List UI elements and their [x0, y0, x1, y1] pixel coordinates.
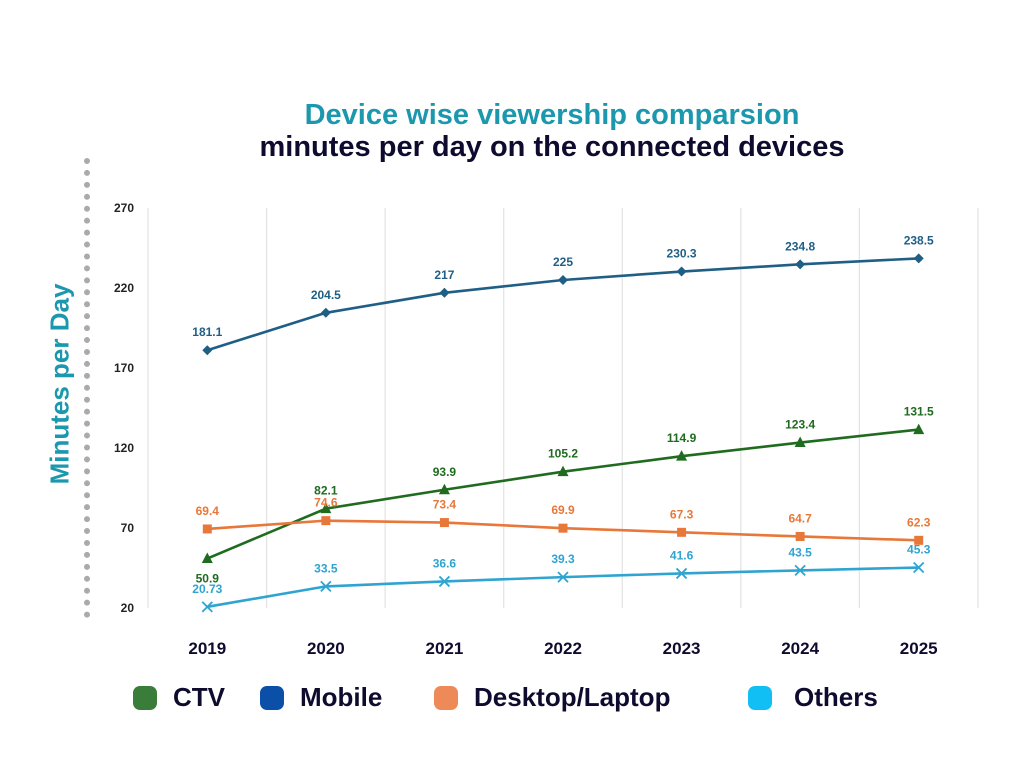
data-label-ctv: 114.9	[667, 431, 697, 445]
data-label-others: 20.73	[192, 582, 222, 596]
legend-label-mobile: Mobile	[300, 682, 383, 712]
data-point-mobile	[439, 287, 450, 298]
data-label-others: 43.5	[788, 545, 812, 559]
y-tick-label: 20	[121, 601, 135, 615]
legend-item-desktop-laptop: Desktop/Laptop	[434, 682, 670, 713]
data-label-mobile: 234.8	[785, 239, 815, 253]
legend-label-others: Others	[794, 682, 878, 712]
data-label-others: 41.6	[670, 548, 694, 562]
data-label-mobile: 204.5	[311, 288, 341, 302]
data-point-mobile	[913, 253, 924, 264]
data-label-desktop-laptop: 69.4	[196, 504, 220, 518]
y-tick-label: 220	[114, 281, 134, 295]
x-tick-label: 2022	[544, 639, 582, 658]
chart-subtitle: minutes per day on the connected devices	[259, 131, 845, 163]
legend-swatch-desktop-laptop	[434, 685, 458, 710]
x-tick-label: 2025	[900, 639, 938, 658]
legend: CTV Mobile Desktop/Laptop Others	[0, 682, 1024, 718]
data-label-ctv: 105.2	[548, 447, 578, 461]
legend-item-others: Others	[748, 682, 878, 713]
x-tick-label: 2021	[426, 639, 464, 658]
data-label-ctv: 123.4	[785, 418, 815, 432]
data-point-desktop-laptop	[677, 527, 687, 537]
data-label-mobile: 217	[434, 268, 454, 282]
data-label-others: 45.3	[907, 543, 931, 557]
x-tick-label: 2019	[188, 639, 226, 658]
data-point-mobile	[202, 345, 213, 356]
data-point-mobile	[558, 275, 568, 285]
data-label-others: 39.3	[551, 552, 575, 566]
data-label-desktop-laptop: 73.4	[433, 498, 457, 512]
data-label-mobile: 230.3	[667, 247, 697, 261]
y-axis-decoration	[84, 158, 90, 618]
data-point-ctv	[320, 502, 332, 514]
y-tick-label: 170	[114, 361, 134, 375]
x-tick-label: 2023	[663, 639, 701, 658]
data-point-desktop-laptop	[558, 523, 568, 533]
data-label-ctv: 82.1	[314, 484, 338, 498]
data-point-ctv	[913, 423, 925, 435]
data-point-mobile	[676, 266, 687, 277]
legend-item-mobile: Mobile	[260, 682, 382, 713]
data-label-ctv: 131.5	[904, 405, 934, 419]
legend-swatch-others	[748, 685, 772, 710]
legend-swatch-ctv	[133, 685, 157, 710]
data-label-ctv: 93.9	[433, 465, 457, 479]
x-tick-label: 2024	[781, 639, 819, 658]
data-point-mobile	[320, 307, 331, 318]
y-tick-label: 120	[114, 441, 134, 455]
data-point-ctv	[438, 483, 450, 495]
y-tick-label: 70	[121, 521, 135, 535]
legend-label-ctv: CTV	[173, 682, 225, 712]
data-point-desktop-laptop	[914, 535, 924, 545]
data-label-ctv: 50.9	[196, 572, 220, 586]
data-point-others	[320, 580, 332, 593]
data-label-others: 33.5	[314, 561, 338, 575]
data-point-desktop-laptop	[439, 518, 449, 528]
y-tick-label: 270	[114, 201, 134, 215]
data-point-desktop-laptop	[202, 524, 212, 534]
data-label-desktop-laptop: 69.9	[551, 503, 575, 517]
data-point-others	[794, 564, 806, 577]
data-label-mobile: 225	[553, 255, 573, 269]
data-label-desktop-laptop: 67.3	[670, 507, 694, 521]
legend-swatch-mobile	[260, 685, 284, 710]
x-tick-label: 2020	[307, 639, 345, 658]
data-point-others	[201, 601, 213, 613]
data-point-ctv	[557, 465, 569, 477]
data-label-mobile: 181.1	[192, 325, 222, 339]
data-point-ctv	[676, 450, 688, 461]
data-point-ctv	[794, 436, 806, 448]
data-point-others	[675, 567, 688, 580]
data-point-desktop-laptop	[321, 516, 331, 526]
data-label-desktop-laptop: 64.7	[788, 511, 812, 525]
series-line-mobile	[206, 257, 919, 352]
data-point-others	[557, 571, 569, 583]
data-label-mobile: 238.5	[904, 233, 934, 247]
legend-item-ctv: CTV	[133, 682, 225, 713]
data-point-mobile	[795, 259, 806, 270]
data-point-others	[913, 561, 925, 574]
data-point-others	[438, 575, 451, 588]
data-point-ctv	[201, 552, 213, 564]
legend-label-desktop-laptop: Desktop/Laptop	[474, 682, 671, 712]
data-point-desktop-laptop	[795, 531, 805, 541]
data-label-desktop-laptop: 62.3	[907, 515, 931, 529]
chart-title: Device wise viewership comparsion	[304, 99, 800, 131]
data-label-desktop-laptop: 74.6	[314, 496, 338, 510]
data-label-others: 36.6	[433, 556, 457, 570]
